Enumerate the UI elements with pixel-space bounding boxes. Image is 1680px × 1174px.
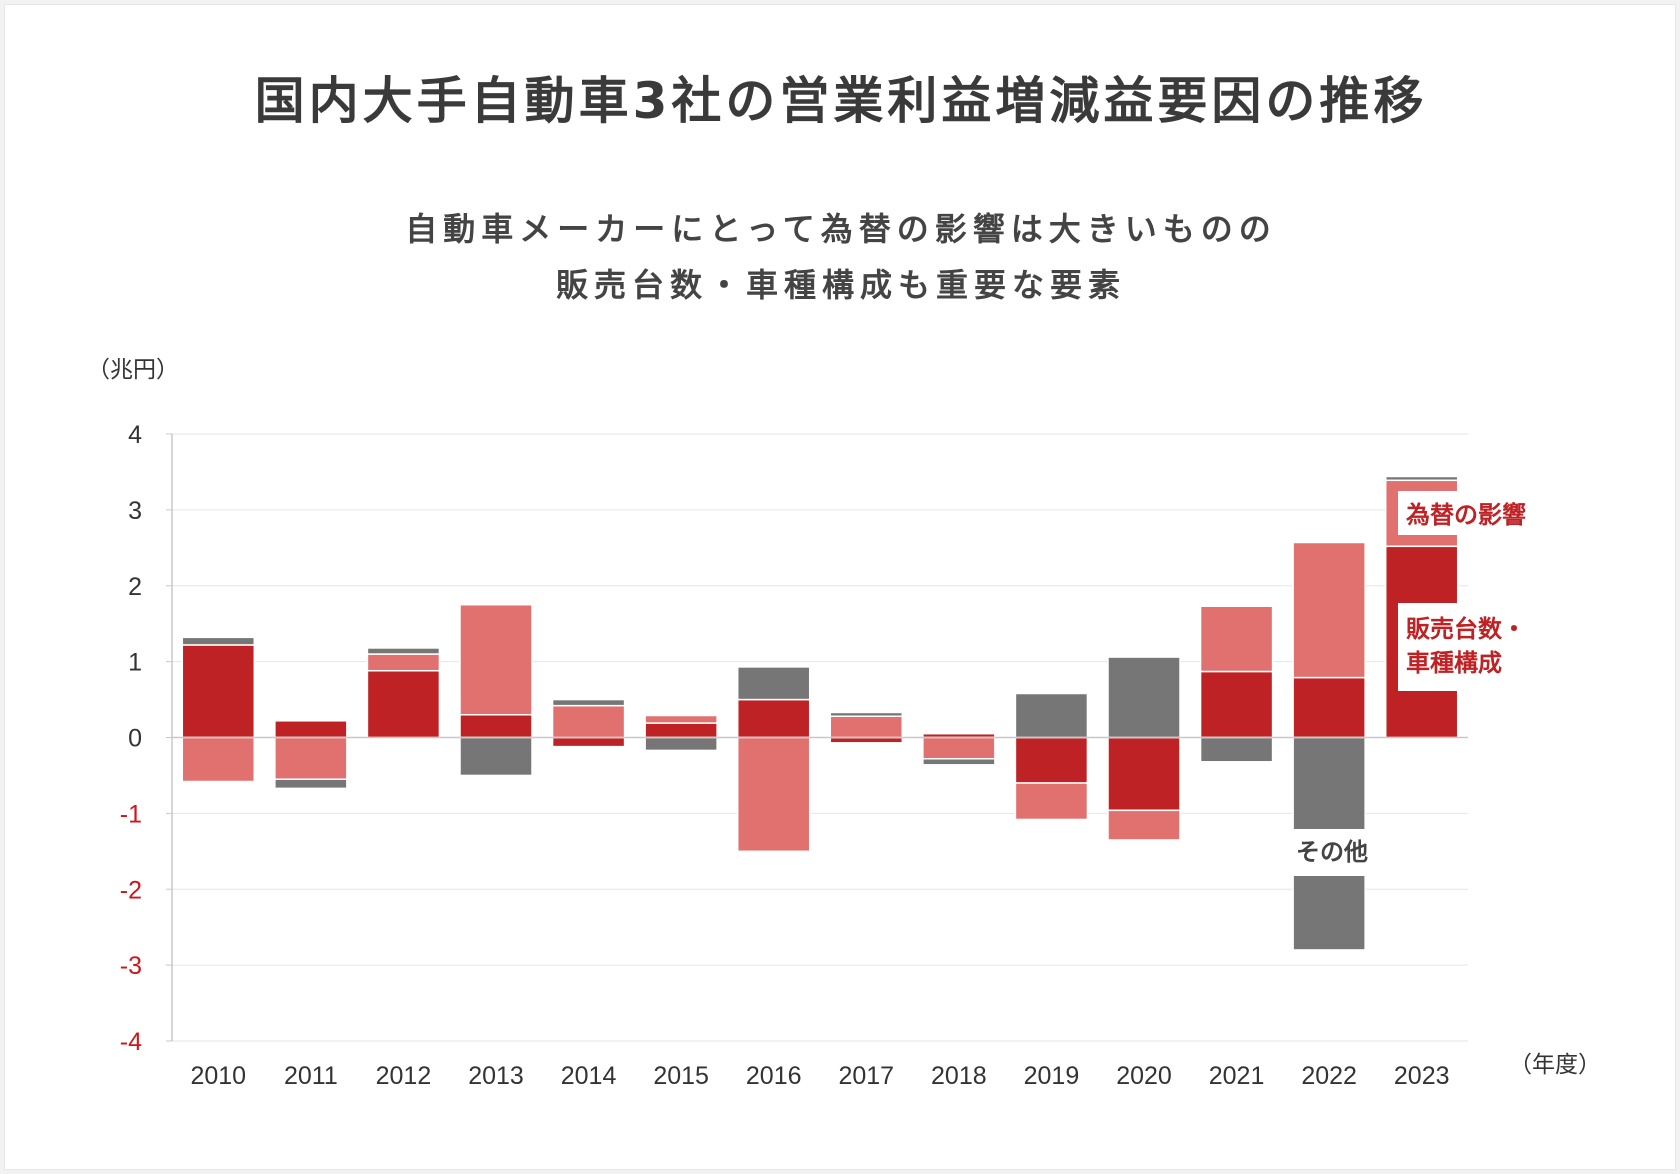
bar-fx-2012 [366,653,441,672]
sales-annotation-box [1398,603,1568,691]
x-tick-label: 2011 [284,1062,338,1090]
bar-other-2013 [459,736,533,777]
bar-fx-2013 [459,603,533,716]
bar-fx-2020 [1107,809,1181,841]
bar-sales-2010 [181,644,256,739]
bar-sales-2011 [274,720,348,739]
x-tick-label: 2016 [746,1062,802,1090]
y-tick-label: 1 [128,649,142,677]
fx-annotation-box [1398,491,1554,535]
bar-other-2021 [1199,736,1274,763]
bar-other-2020 [1107,656,1181,739]
x-tick-label: 2015 [653,1062,709,1090]
bar-sales-2017 [829,736,904,744]
tick-labels: 4 3 2 1 0 -1 -2 -3 -4 2010 2011 2012 2013 2014 2015 201… [120,421,1450,1090]
bar-sales-2014 [551,736,626,748]
y-tick-label: -3 [120,952,142,980]
y-axis-unit: （兆円） [87,357,179,383]
bar-other-2012 [366,647,441,655]
bar-fx-2010 [181,736,256,783]
sales-annotation-line-2: 車種構成 [1406,649,1502,677]
x-tick-label: 2018 [931,1062,987,1090]
bar-fx-2016 [736,736,811,853]
y-tick-label: 3 [128,497,142,525]
x-tick-label: 2020 [1116,1062,1172,1090]
x-tick-label: 2019 [1024,1062,1080,1090]
axes [171,434,1468,1041]
bar-fx-2011 [274,736,348,780]
bar-fx-2022 [1292,541,1366,679]
y-tick-label: -4 [120,1028,142,1056]
fx-annotation: 為替の影響 [1406,501,1526,529]
bar-other-2023 [1384,475,1459,482]
chart: 国内大手自動車3社の営業利益増減益要因の推移 自動車メーカーにとって為替の影響は… [87,72,1601,1090]
bar-sales-2019 [1014,736,1089,784]
x-tick-label: 2012 [376,1062,432,1090]
subtitle-line-1: 自動車メーカーにとって為替の影響は大きいものの [405,210,1276,248]
bar-fx-2019 [1014,782,1089,821]
bar-other-2011 [274,778,348,790]
y-tick-label: -1 [120,800,142,828]
other-annotation-gap [1292,829,1367,876]
bar-fx-2021 [1199,605,1274,673]
bar-sales-2015 [644,722,718,739]
chart-title: 国内大手自動車3社の営業利益増減益要因の推移 [255,72,1428,130]
bar-fx-2017 [829,715,904,739]
bar-other-2015 [644,736,718,752]
bar-other-2018 [922,757,996,766]
x-tick-label: 2021 [1209,1062,1265,1090]
x-tick-label: 2022 [1301,1062,1357,1090]
y-tick-label: -2 [120,876,142,904]
bar-fx-2014 [551,704,626,739]
bars [181,475,1459,951]
bar-sales-2013 [459,713,533,739]
x-tick-label: 2010 [190,1062,246,1090]
bar-fx-2018 [922,736,996,760]
y-tick-label: 2 [128,573,142,601]
y-tick-label: 0 [128,725,142,753]
subtitle-line-2: 販売台数・車種構成も重要な要素 [556,266,1126,304]
chart-card: 国内大手自動車3社の営業利益増減益要因の推移 自動車メーカーにとって為替の影響は… [4,4,1676,1170]
bar-other-2019 [1014,692,1089,739]
bar-other-2010 [181,636,256,646]
bar-sales-2012 [366,669,441,739]
x-tick-label: 2013 [468,1062,524,1090]
bar-other-2016 [736,666,811,701]
bar-sales-2022 [1292,676,1366,739]
other-annotation: その他 [1296,838,1368,866]
bar-other-2017 [829,711,904,718]
bar-fx-2015 [644,714,718,724]
x-axis-unit: （年度） [1509,1052,1601,1078]
x-tick-label: 2023 [1394,1062,1450,1090]
bar-sales-2016 [736,698,811,739]
x-tick-label: 2017 [838,1062,894,1090]
x-tick-label: 2014 [561,1062,617,1090]
annotations: 為替の影響 販売台数・ 車種構成 その他 [1292,491,1568,876]
bar-sales-2020 [1107,736,1181,812]
sales-annotation-line-1: 販売台数・ [1406,615,1526,643]
y-tick-label: 4 [128,421,142,449]
bar-other-2014 [551,698,626,707]
bar-sales-2021 [1199,670,1274,739]
